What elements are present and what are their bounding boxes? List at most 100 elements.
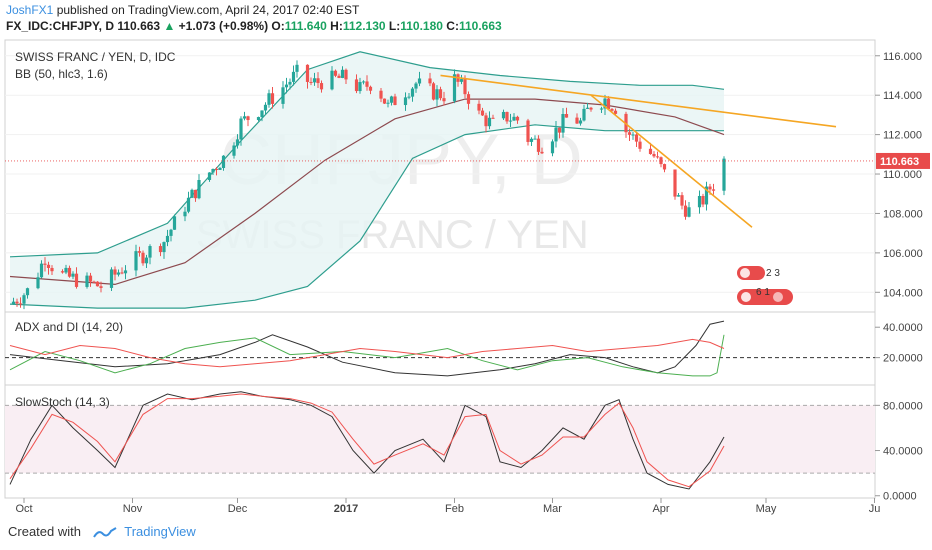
candle-body <box>46 264 51 268</box>
stoch-tick-label: 80.0000 <box>883 400 923 412</box>
candle-body <box>599 108 604 110</box>
candle-body <box>512 116 516 121</box>
candle-body <box>232 145 236 156</box>
candle-body <box>578 120 583 124</box>
candle-body <box>214 168 219 170</box>
candle-body <box>659 157 663 165</box>
stoch-band-fill <box>5 405 875 474</box>
last-price: 110.663 <box>117 19 161 33</box>
candle-body <box>169 229 173 236</box>
candle-body <box>340 69 345 78</box>
author-link[interactable]: JoshFX1 <box>6 3 54 17</box>
x-tick-label: Dec <box>228 503 248 515</box>
candle-body <box>64 267 68 273</box>
candle-body <box>354 79 359 92</box>
candle-body <box>95 281 100 287</box>
candle-body <box>550 141 555 154</box>
candle-body <box>582 108 586 121</box>
candle-body <box>158 246 163 253</box>
candle-body <box>459 79 464 82</box>
candle-body <box>190 189 194 198</box>
candle-body <box>109 269 114 288</box>
candle-body <box>344 69 348 80</box>
candle-body <box>480 110 485 116</box>
tradingview-link[interactable]: TradingView <box>124 524 196 539</box>
candle-body <box>15 301 19 304</box>
candle-body <box>557 127 562 133</box>
candle-body <box>295 64 299 72</box>
candle-body <box>116 272 121 275</box>
candle-body <box>120 272 124 274</box>
x-tick-label: Ju <box>869 503 881 515</box>
stoch-series-line <box>9 393 725 488</box>
candle-body <box>11 301 16 305</box>
candle-body <box>50 267 54 272</box>
candle-body <box>365 81 369 87</box>
candle-body <box>281 87 285 104</box>
candle-body <box>148 246 152 258</box>
price-title: SWISS FRANC / YEN, D, IDC <box>15 50 176 64</box>
candle-body <box>134 251 138 271</box>
candle-body <box>564 114 569 118</box>
candle-body <box>18 303 23 305</box>
candle-body <box>589 107 593 110</box>
candle-body <box>634 134 639 142</box>
candle-body <box>575 117 579 124</box>
candle-body <box>631 134 635 136</box>
price-tick-label: 110.000 <box>883 169 922 181</box>
candle-body <box>533 138 537 140</box>
candle-body <box>361 81 366 83</box>
candle-body <box>610 109 614 111</box>
stoch-series-line <box>9 391 725 490</box>
candle-body <box>85 275 89 287</box>
candle-body <box>540 151 544 154</box>
x-tick-label: 2017 <box>334 503 358 515</box>
price-tick-label: 112.000 <box>883 130 922 142</box>
bb-indicator-label: BB (50, hlc3, 1.6) <box>15 67 108 81</box>
created-with-text: Created with <box>8 524 81 539</box>
event-badge-news[interactable]: 6 1 <box>737 287 793 305</box>
candle-body <box>330 70 334 90</box>
candle-body <box>267 93 271 105</box>
candle-body <box>165 235 170 243</box>
candle-body <box>417 78 422 84</box>
candle-body <box>309 81 313 83</box>
candle-body <box>312 78 317 83</box>
candle-body <box>487 117 492 127</box>
x-tick-label: Mar <box>543 503 562 515</box>
candle-body <box>438 89 443 99</box>
candle-body <box>554 127 558 142</box>
candle-body <box>172 216 177 230</box>
candle-body <box>74 273 79 287</box>
candle-body <box>263 104 268 111</box>
candle-body <box>60 271 65 273</box>
candle-body <box>39 263 44 278</box>
candle-body <box>193 189 198 199</box>
candle-body <box>186 197 191 212</box>
candle-body <box>382 98 387 104</box>
candle-body <box>260 110 264 118</box>
event-badge-label-1: 2 3 <box>766 268 780 279</box>
close-label: C: <box>446 19 459 33</box>
candle-body <box>655 156 660 158</box>
stoch-tick-label: 40.0000 <box>883 446 923 458</box>
candle-body <box>270 93 275 104</box>
candle-body <box>442 98 446 102</box>
candle-body <box>333 70 338 76</box>
candle-body <box>291 71 296 82</box>
candle-body <box>708 186 712 190</box>
candle-body <box>22 295 26 304</box>
x-tick-label: Nov <box>123 503 143 515</box>
candle-body <box>305 64 310 82</box>
candle-body <box>235 139 240 146</box>
adx-title: ADX and DI (14, 20) <box>15 320 123 334</box>
candle-body <box>701 195 705 205</box>
bollinger-basis <box>9 98 725 286</box>
event-badge-earnings[interactable]: 2 3 <box>737 266 780 280</box>
price-tick-label: 114.000 <box>883 90 922 102</box>
price-tick-label: 106.000 <box>883 248 923 260</box>
candle-body <box>113 269 117 275</box>
candle-body <box>683 205 688 217</box>
axis-layer: 104.000 106.000 108.000 110.000 112.000 114.0… <box>15 51 930 515</box>
